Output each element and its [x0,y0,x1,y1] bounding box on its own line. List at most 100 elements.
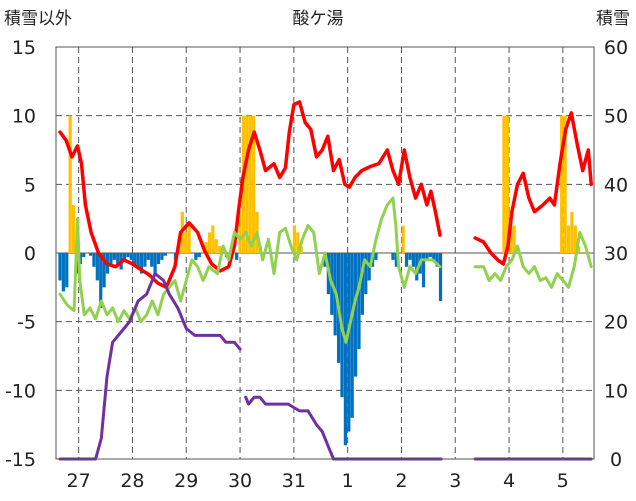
precip-bar [343,253,348,446]
precip-bar [160,253,164,260]
precip-bar [68,115,72,254]
x-tick-label: 27 [67,470,91,492]
precip-bar [211,225,215,253]
plot-frame [55,46,595,460]
precip-bar [421,253,426,288]
precip-bar [512,225,516,253]
series-line-2 [244,395,443,461]
precip-bar [126,253,130,258]
precip-bar [401,225,405,253]
y-right-tick-label: 20 [604,312,628,334]
precip-bar [357,253,361,350]
precip-bar [505,115,509,254]
precip-bar [425,253,429,260]
precip-bar [61,253,65,292]
precip-bar [207,232,212,253]
x-tick-label: 31 [282,470,306,492]
precip-bar [194,253,198,260]
y-left-tick-label: -15 [5,449,36,471]
precip-bar [563,115,567,254]
precip-bar [577,246,581,253]
precip-bar [394,253,398,267]
precip-bar [347,253,351,432]
series-line-0 [58,100,442,290]
y-axis-right-label: 積雪 [596,9,630,29]
y-right-tick-label: 60 [604,37,628,59]
precip-bar [58,253,62,281]
precip-bar [82,253,86,258]
precip-bar [415,253,419,281]
precip-bar [299,246,303,253]
series-line-0 [473,111,593,266]
precip-bar [296,232,300,253]
precip-bar [238,211,242,253]
precip-bar [65,253,69,288]
precip-bar [573,225,577,253]
precip-bar [566,225,571,253]
precip-bar [428,253,432,258]
precip-bar [136,253,140,267]
precip-bar [214,239,218,253]
precip-bar [163,253,167,256]
y-left-tick-label: 0 [24,243,36,265]
precip-bar [391,253,395,260]
y-left-tick-label: 15 [12,37,36,59]
precip-bar [156,253,161,264]
series-line-2 [58,272,242,461]
precip-bar [411,253,415,267]
precip-bar [374,253,378,260]
precip-bar [502,115,506,254]
precip-bar [150,253,154,267]
precip-bar [235,253,239,260]
precip-bar [109,253,113,264]
precip-bar [197,253,201,258]
x-tick-label: 30 [228,470,252,492]
y-left-tick-label: 10 [12,106,36,128]
x-tick-label: 28 [120,470,144,492]
series-line-1 [473,230,593,289]
precip-bar [353,253,358,377]
precip-bar [122,253,127,262]
precip-bar [570,211,574,253]
precip-bar [184,232,188,253]
precip-bar [187,225,191,253]
y-left-tick-label: 5 [24,174,36,196]
precip-bar [99,253,103,308]
x-tick-label: 2 [395,470,407,492]
x-tick-label: 5 [557,470,569,492]
y-right-tick-label: 30 [604,243,628,265]
precip-bar [204,242,208,253]
precip-bar [360,253,364,315]
chart-title: 酸ケ湯 [293,9,344,29]
y-axis-left-label: 積雪以外 [4,9,72,29]
precip-bar [143,253,147,267]
precip-bar [248,115,252,254]
precip-bar [102,253,106,288]
x-tick-label: 4 [503,470,515,492]
precip-bar [133,253,137,264]
precip-bar [116,253,120,264]
y-right-tick-label: 50 [604,106,628,128]
precip-bar [438,253,443,302]
precip-bar [435,253,439,267]
precip-bar [364,253,368,295]
y-right-tick-label: 0 [610,449,622,471]
precip-bar [292,225,297,253]
precip-bar [432,253,436,260]
y-left-tick-label: -10 [5,380,36,402]
y-left-tick-label: -5 [17,312,36,334]
precip-bar [153,253,157,274]
precip-bar [139,253,144,274]
precip-bar [88,253,93,256]
precip-bar [95,253,99,281]
x-tick-label: 3 [449,470,461,492]
y-right-tick-label: 10 [604,380,628,402]
precip-bar [350,253,354,418]
x-tick-label: 29 [174,470,198,492]
precip-bar [560,115,564,254]
series-line-1 [58,196,442,344]
precip-bar [404,253,409,267]
precip-bar [252,115,256,254]
